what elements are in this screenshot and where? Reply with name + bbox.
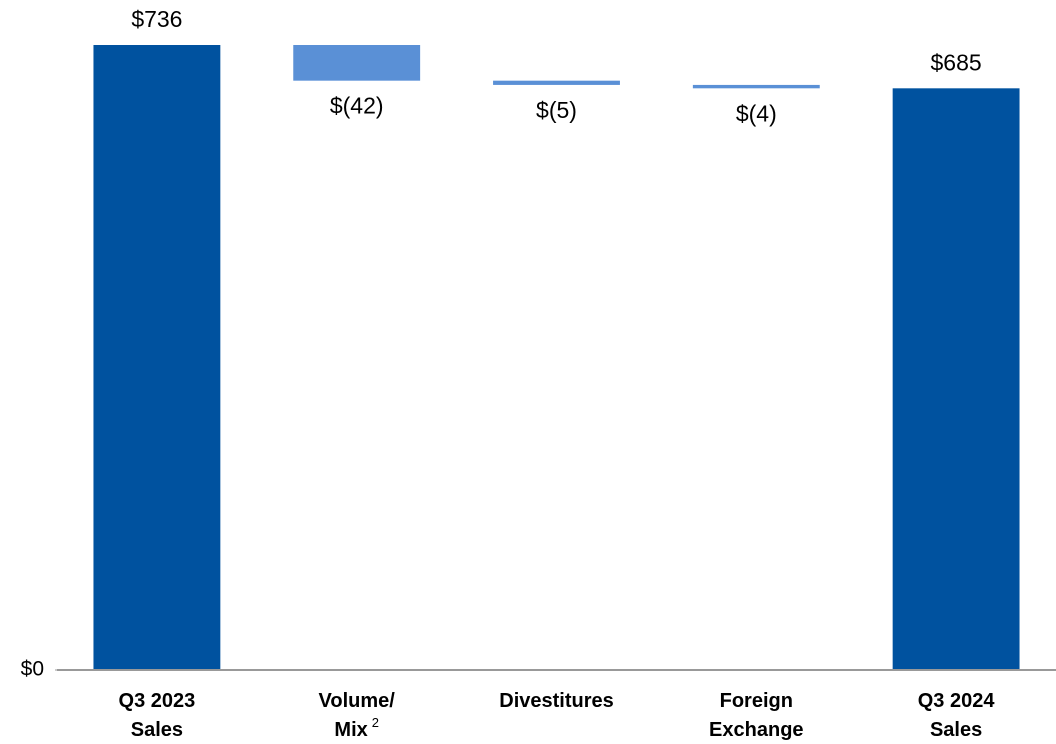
x-tick-label-text: Q3 2024 bbox=[918, 690, 996, 712]
bar bbox=[293, 45, 421, 81]
bar bbox=[692, 84, 820, 89]
y-tick-label: $0 bbox=[21, 658, 44, 681]
x-tick-label-text: Foreign bbox=[720, 690, 793, 712]
x-tick-label: Sales bbox=[131, 719, 183, 741]
x-tick-label-text: Exchange bbox=[709, 719, 803, 741]
value-label: $(42) bbox=[330, 93, 384, 119]
x-tick-label: Mix 2 bbox=[334, 715, 379, 741]
bar bbox=[93, 45, 221, 670]
x-tick-label: Exchange bbox=[709, 719, 803, 741]
footnote-mark: 2 bbox=[372, 715, 379, 730]
x-tick-label-text: Divestitures bbox=[499, 690, 614, 712]
value-label: $736 bbox=[131, 6, 182, 32]
value-label: $(4) bbox=[736, 100, 777, 126]
x-tick-label-text: Sales bbox=[131, 719, 183, 741]
x-tick-label: Q3 2024 bbox=[918, 690, 996, 712]
x-tick-label-text: Q3 2023 bbox=[119, 690, 196, 712]
value-label: $(5) bbox=[536, 97, 577, 123]
x-tick-label: Q3 2023 bbox=[119, 690, 196, 712]
x-tick-label-text: Sales bbox=[930, 719, 982, 741]
x-tick-label: Divestitures bbox=[499, 690, 614, 712]
x-tick-label-text: Volume/ bbox=[319, 690, 396, 712]
value-label: $685 bbox=[931, 49, 982, 75]
x-tick-label: Foreign bbox=[720, 690, 793, 712]
bar bbox=[493, 80, 620, 85]
x-tick-label-text: Mix bbox=[334, 719, 367, 741]
x-tick-label: Volume/ bbox=[319, 690, 396, 712]
bar bbox=[892, 88, 1020, 670]
x-tick-label: Sales bbox=[930, 719, 982, 741]
